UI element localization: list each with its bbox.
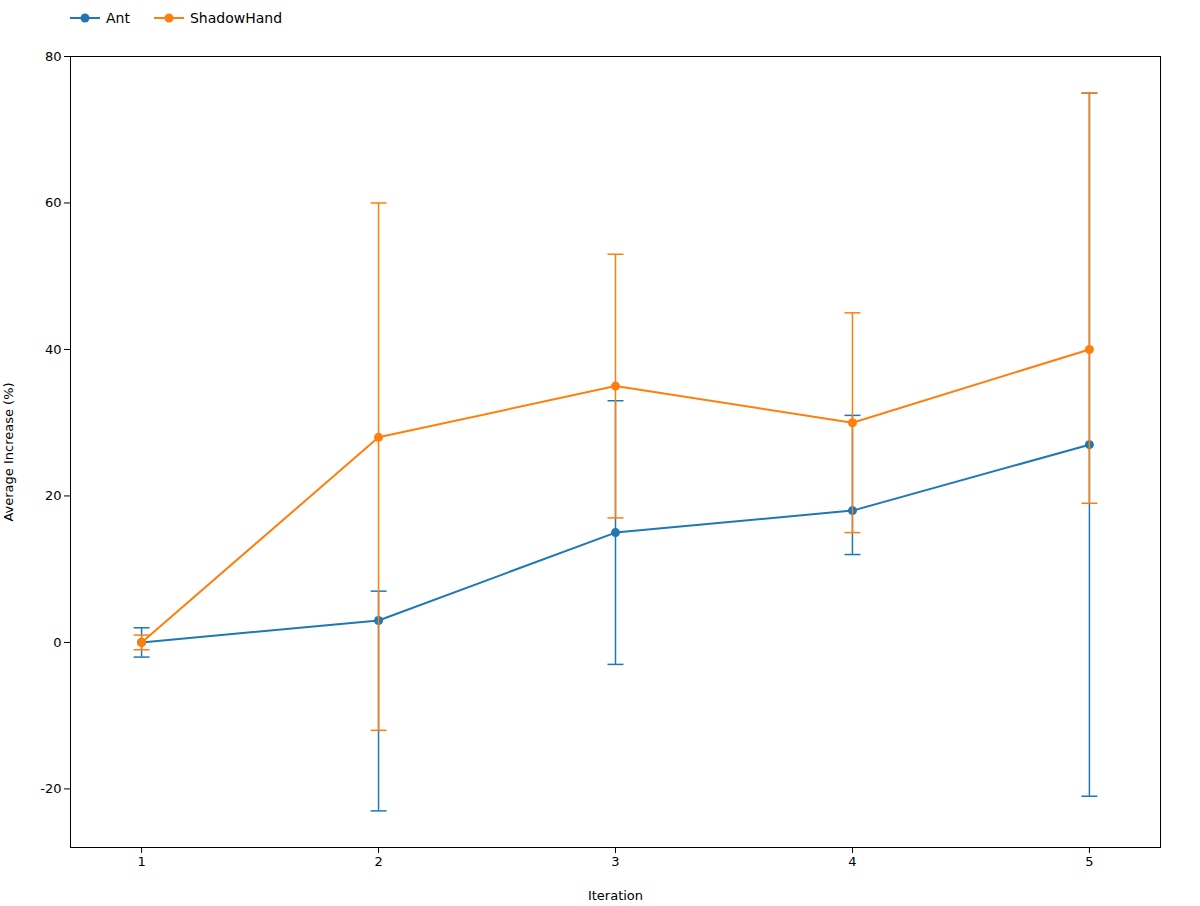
html-text:ShadowHand: ShadowHand bbox=[190, 10, 283, 26]
svg-text:1: 1 bbox=[137, 854, 145, 869]
svg-text:20: 20 bbox=[45, 488, 62, 503]
svg-text:4: 4 bbox=[848, 854, 856, 869]
svg-text:Iteration: Iteration bbox=[588, 888, 643, 903]
svg-text:Average Increase (%): Average Increase (%) bbox=[1, 382, 16, 521]
svg-text:60: 60 bbox=[45, 195, 62, 210]
svg-text:2: 2 bbox=[374, 854, 382, 869]
svg-text:80: 80 bbox=[45, 49, 62, 64]
svg-text:40: 40 bbox=[45, 342, 62, 357]
svg-text:0: 0 bbox=[53, 635, 61, 650]
svg-text:-20: -20 bbox=[40, 781, 61, 796]
svg-text:5: 5 bbox=[1085, 854, 1093, 869]
html-text:Ant: Ant bbox=[106, 10, 130, 26]
svg-text:3: 3 bbox=[611, 854, 619, 869]
